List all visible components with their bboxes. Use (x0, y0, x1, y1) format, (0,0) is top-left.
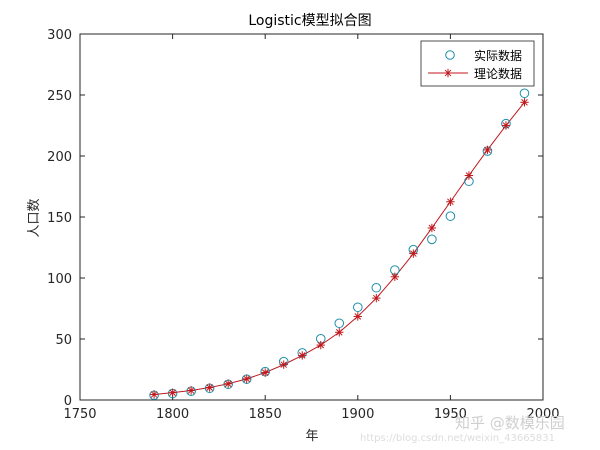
asterisk-stroke (335, 328, 343, 336)
asterisk-stroke (428, 224, 436, 232)
y-axis-label: 人口数 (27, 198, 42, 237)
data-point-theory (409, 249, 418, 258)
x-tick-label: 2000 (526, 407, 559, 422)
data-point-theory (353, 312, 362, 321)
data-point-theory (446, 197, 455, 206)
legend-box (420, 40, 535, 87)
data-point-actual (445, 211, 456, 221)
asterisk-stroke (465, 172, 473, 179)
plot-frame (79, 33, 544, 401)
data-point-actual (371, 282, 382, 293)
asterisk-stroke (187, 387, 195, 394)
axes: 1750 1800 1850 1900 1950 2000 0 50 100 150 200 250 3… (47, 28, 559, 422)
asterisk-stroke (298, 352, 306, 359)
y-tick-label: 100 (47, 272, 72, 287)
asterisk-stroke (502, 122, 510, 129)
legend-marker-theory (443, 68, 453, 78)
asterisk-stroke (521, 99, 528, 106)
asterisk-stroke (410, 250, 417, 257)
x-tick-label: 1900 (341, 407, 374, 422)
data-point-theory (168, 388, 177, 397)
data-point-theory (149, 390, 159, 399)
asterisk-stroke (447, 198, 454, 206)
data-point-theory (242, 374, 251, 384)
asterisk-stroke (280, 361, 288, 368)
data-point-theory (279, 360, 288, 369)
zhihu-watermark: 知乎 @数模乐园 (455, 414, 565, 432)
asterisk-stroke (484, 146, 491, 154)
series-layer (149, 88, 530, 401)
asterisk-stroke (243, 375, 250, 383)
url-watermark: https://blog.csdn.net/weixin_43665831 (360, 433, 555, 444)
data-point-actual (519, 88, 530, 99)
x-tick-label: 1850 (249, 407, 282, 422)
data-point-theory (186, 386, 196, 395)
y-tick-label: 150 (47, 211, 72, 226)
data-point-theory (483, 145, 492, 155)
asterisk-stroke (354, 313, 362, 320)
legend-marker-actual (445, 50, 455, 60)
data-point-theory (205, 383, 214, 392)
legend-label-theory: 理论数据 (474, 66, 522, 81)
asterisk-stroke (391, 273, 399, 281)
data-point-theory (298, 351, 307, 360)
data-point-theory (223, 379, 233, 388)
data-point-theory (427, 223, 437, 233)
data-point-actual (334, 318, 345, 329)
y-tick-label: 250 (47, 89, 72, 104)
data-point-theory (335, 328, 344, 337)
y-tick-label: 50 (55, 333, 72, 348)
data-point-theory (520, 98, 529, 107)
data-point-actual (353, 302, 363, 313)
asterisk-stroke (444, 69, 452, 77)
data-point-actual (427, 234, 437, 245)
asterisk-stroke (224, 380, 232, 388)
y-tick-label: 0 (64, 394, 72, 409)
x-tick-label: 1800 (156, 407, 189, 422)
x-axis-label: 年 (305, 429, 318, 444)
data-point-theory (261, 368, 270, 377)
chart-title: Logistic模型拟合图 (248, 13, 371, 29)
asterisk-stroke (373, 294, 380, 302)
x-tick-label: 1750 (63, 407, 96, 422)
data-point-theory (316, 340, 325, 350)
asterisk-stroke (206, 384, 213, 391)
asterisk-stroke (261, 369, 269, 376)
legend-label-actual: 实际数据 (474, 48, 522, 63)
plot-area (79, 33, 544, 401)
data-point-theory (390, 272, 400, 281)
data-point-theory (372, 293, 381, 303)
asterisk-stroke (150, 391, 158, 398)
x-tick-label: 1950 (434, 407, 467, 422)
data-point-theory (501, 121, 511, 130)
y-tick-label: 300 (47, 28, 72, 43)
y-tick-label: 200 (47, 150, 72, 165)
data-point-theory (464, 171, 474, 180)
asterisk-stroke (317, 341, 325, 349)
asterisk-stroke (169, 389, 176, 396)
